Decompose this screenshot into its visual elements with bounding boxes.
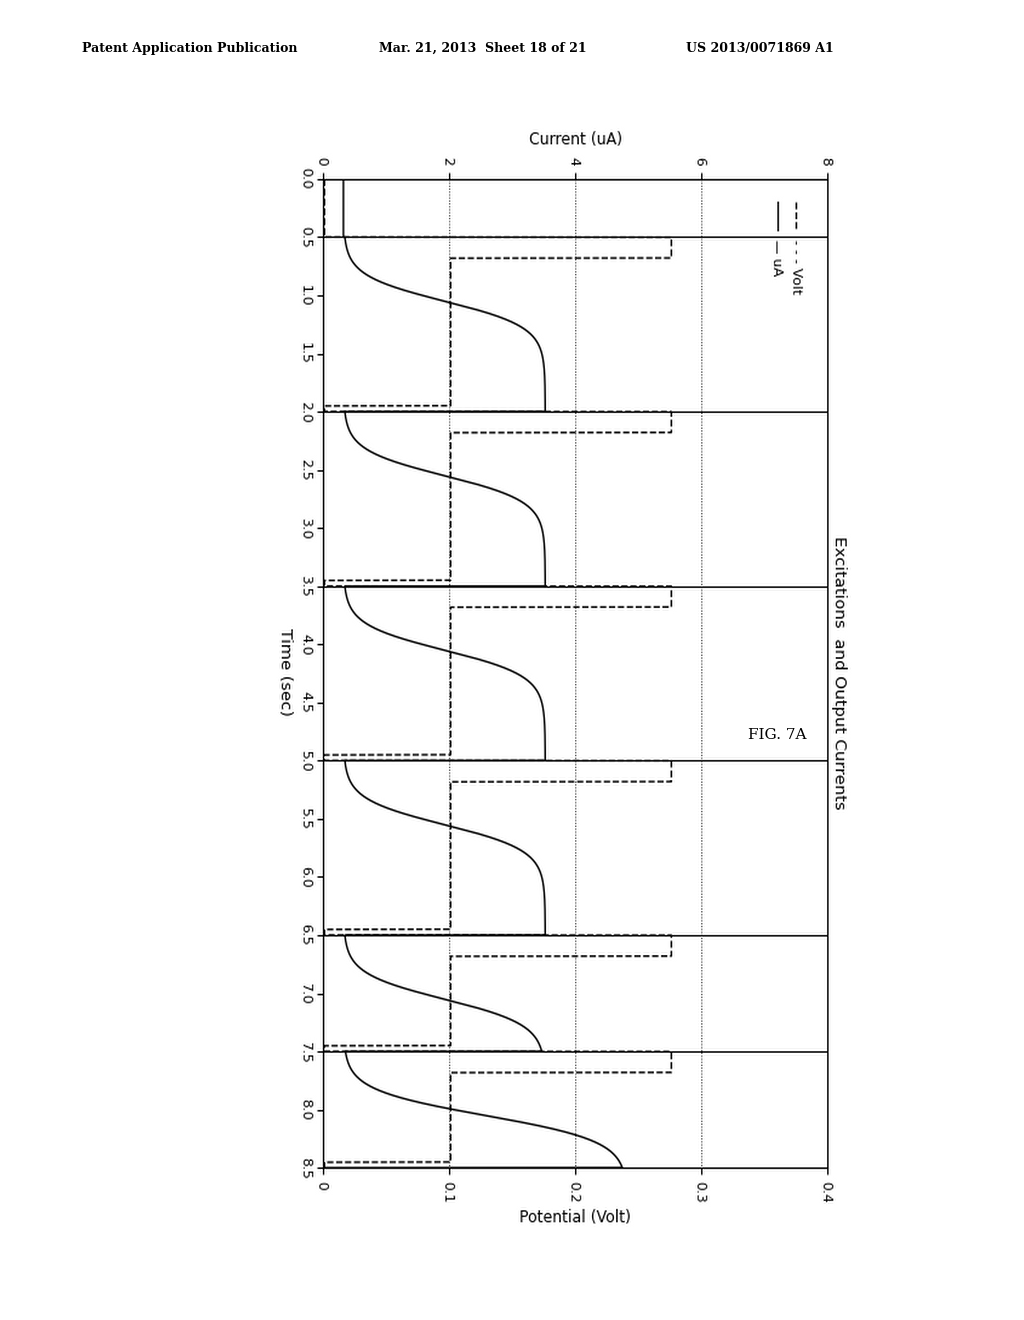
Text: FIG. 7A: FIG. 7A	[748, 729, 806, 742]
Text: US 2013/0071869 A1: US 2013/0071869 A1	[686, 42, 834, 55]
Text: Patent Application Publication: Patent Application Publication	[82, 42, 297, 55]
Text: Mar. 21, 2013  Sheet 18 of 21: Mar. 21, 2013 Sheet 18 of 21	[379, 42, 587, 55]
